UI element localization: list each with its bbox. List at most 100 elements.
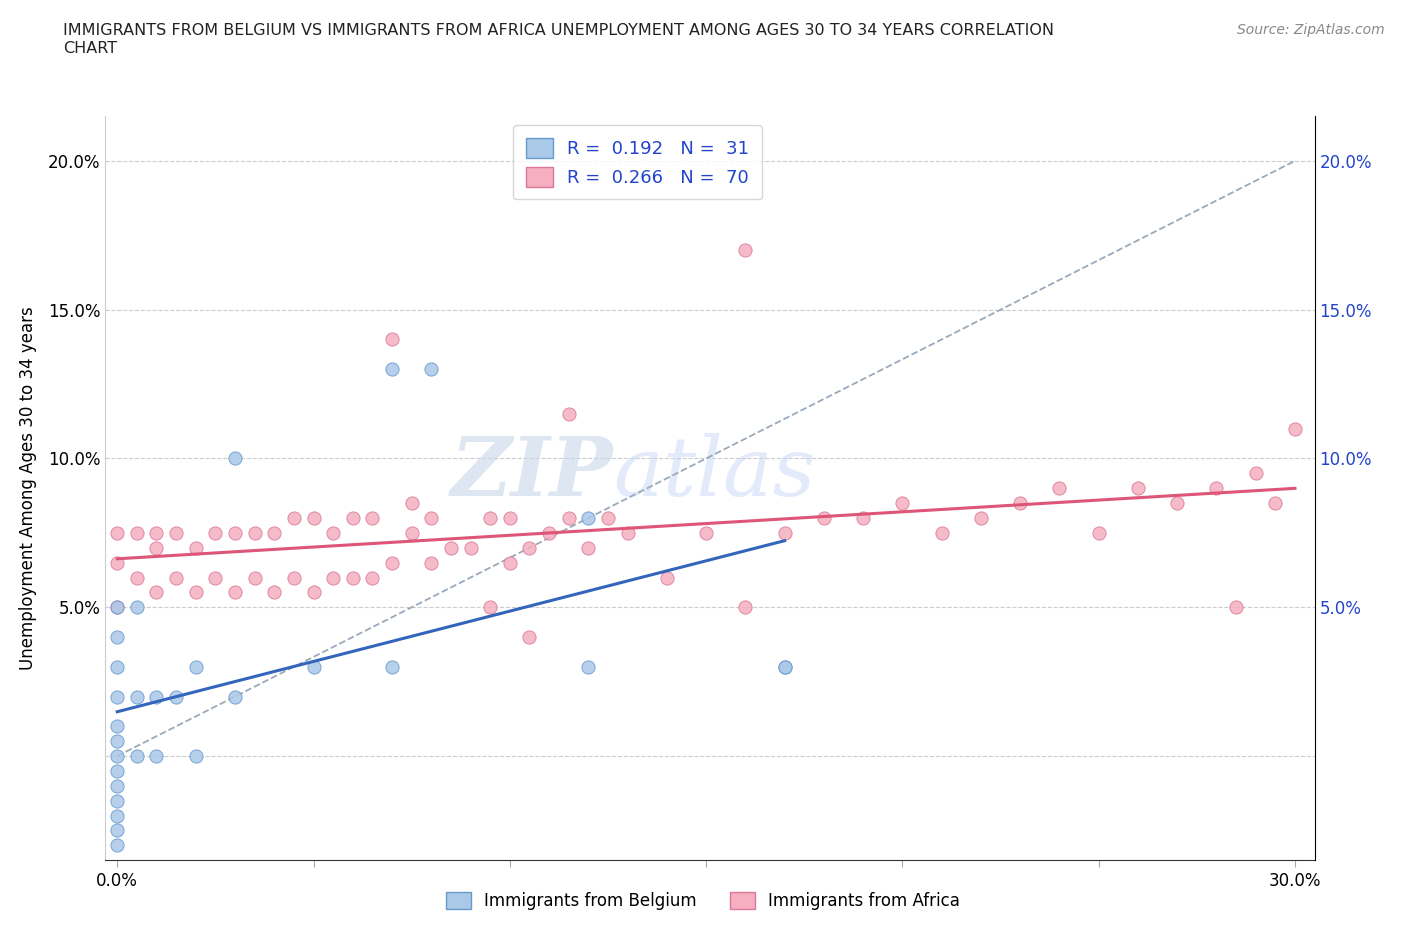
Point bbox=[105, 659, 128, 674]
Point bbox=[342, 511, 364, 525]
Point bbox=[813, 511, 835, 525]
Point bbox=[381, 362, 404, 377]
Point bbox=[322, 570, 344, 585]
Point bbox=[184, 585, 207, 600]
Y-axis label: Unemployment Among Ages 30 to 34 years: Unemployment Among Ages 30 to 34 years bbox=[18, 306, 37, 671]
Point bbox=[125, 749, 148, 764]
Point bbox=[970, 511, 993, 525]
Point bbox=[165, 525, 187, 540]
Point bbox=[283, 511, 305, 525]
Point bbox=[204, 570, 226, 585]
Point bbox=[1126, 481, 1149, 496]
Point bbox=[145, 525, 167, 540]
Text: atlas: atlas bbox=[613, 433, 815, 513]
Point bbox=[734, 243, 756, 258]
Point bbox=[596, 511, 619, 525]
Point bbox=[105, 808, 128, 823]
Point bbox=[381, 555, 404, 570]
Point bbox=[576, 511, 599, 525]
Text: IMMIGRANTS FROM BELGIUM VS IMMIGRANTS FROM AFRICA UNEMPLOYMENT AMONG AGES 30 TO : IMMIGRANTS FROM BELGIUM VS IMMIGRANTS FR… bbox=[63, 23, 1054, 56]
Point bbox=[1205, 481, 1227, 496]
Text: ZIP: ZIP bbox=[451, 433, 613, 513]
Point bbox=[519, 540, 541, 555]
Point bbox=[734, 600, 756, 615]
Point bbox=[655, 570, 678, 585]
Legend: Immigrants from Belgium, Immigrants from Africa: Immigrants from Belgium, Immigrants from… bbox=[439, 885, 967, 917]
Point bbox=[420, 511, 443, 525]
Point bbox=[184, 540, 207, 555]
Point bbox=[125, 525, 148, 540]
Point bbox=[302, 511, 325, 525]
Point bbox=[695, 525, 717, 540]
Point bbox=[302, 659, 325, 674]
Point bbox=[105, 525, 128, 540]
Point bbox=[361, 511, 384, 525]
Point bbox=[145, 749, 167, 764]
Point bbox=[105, 778, 128, 793]
Point bbox=[224, 689, 246, 704]
Point bbox=[105, 555, 128, 570]
Point bbox=[1010, 496, 1032, 511]
Point bbox=[931, 525, 953, 540]
Point bbox=[224, 451, 246, 466]
Point bbox=[105, 764, 128, 778]
Point bbox=[519, 630, 541, 644]
Point bbox=[1049, 481, 1071, 496]
Point bbox=[125, 600, 148, 615]
Point bbox=[499, 555, 522, 570]
Point bbox=[1244, 466, 1267, 481]
Point bbox=[105, 749, 128, 764]
Point bbox=[1087, 525, 1109, 540]
Point bbox=[145, 540, 167, 555]
Point bbox=[576, 540, 599, 555]
Point bbox=[440, 540, 463, 555]
Point bbox=[145, 585, 167, 600]
Point bbox=[538, 525, 561, 540]
Point bbox=[105, 734, 128, 749]
Point bbox=[263, 525, 285, 540]
Point bbox=[125, 570, 148, 585]
Point bbox=[302, 585, 325, 600]
Point bbox=[243, 525, 266, 540]
Point bbox=[165, 570, 187, 585]
Point bbox=[224, 585, 246, 600]
Point bbox=[1166, 496, 1188, 511]
Point bbox=[125, 689, 148, 704]
Point bbox=[401, 496, 423, 511]
Point bbox=[105, 793, 128, 808]
Point bbox=[342, 570, 364, 585]
Point bbox=[105, 823, 128, 838]
Point bbox=[361, 570, 384, 585]
Point bbox=[1284, 421, 1306, 436]
Point bbox=[460, 540, 482, 555]
Point bbox=[263, 585, 285, 600]
Point bbox=[105, 600, 128, 615]
Point bbox=[105, 689, 128, 704]
Point bbox=[420, 362, 443, 377]
Point bbox=[891, 496, 914, 511]
Point bbox=[105, 600, 128, 615]
Point bbox=[322, 525, 344, 540]
Point bbox=[184, 749, 207, 764]
Point bbox=[420, 555, 443, 570]
Point bbox=[773, 659, 796, 674]
Point bbox=[145, 689, 167, 704]
Point bbox=[401, 525, 423, 540]
Point bbox=[204, 525, 226, 540]
Point bbox=[1264, 496, 1286, 511]
Point bbox=[105, 630, 128, 644]
Point bbox=[381, 332, 404, 347]
Point bbox=[773, 525, 796, 540]
Point bbox=[1225, 600, 1247, 615]
Point bbox=[184, 659, 207, 674]
Point bbox=[105, 838, 128, 853]
Point bbox=[557, 406, 579, 421]
Legend: R =  0.192   N =  31, R =  0.266   N =  70: R = 0.192 N = 31, R = 0.266 N = 70 bbox=[513, 126, 762, 199]
Point bbox=[576, 659, 599, 674]
Point bbox=[499, 511, 522, 525]
Point bbox=[479, 511, 502, 525]
Point bbox=[557, 511, 579, 525]
Point bbox=[243, 570, 266, 585]
Point bbox=[616, 525, 638, 540]
Point bbox=[773, 659, 796, 674]
